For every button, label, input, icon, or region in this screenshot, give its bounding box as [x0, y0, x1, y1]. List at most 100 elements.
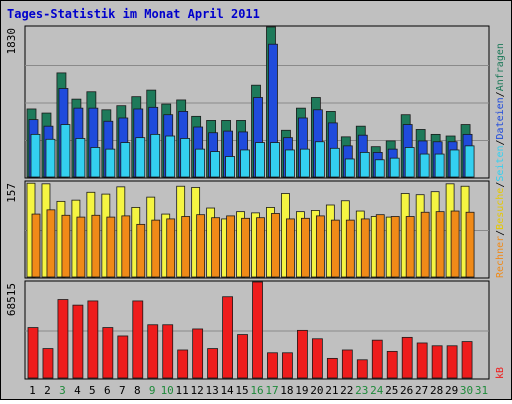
bar-rechner-day-2 [46, 209, 56, 278]
bar-rechner-day-13 [211, 217, 221, 278]
x-tick-label: 4 [74, 384, 81, 397]
bar-kb-day-13 [207, 348, 219, 379]
bar-seiten-day-17 [270, 142, 280, 178]
bar-rechner-day-9 [151, 219, 161, 278]
y-axis-max-labels: 1830 157 68515 [5, 28, 18, 316]
bar-rechner-day-14 [226, 215, 235, 278]
x-tick-label: 3 [59, 384, 66, 397]
bar-kb-day-16 [252, 281, 263, 379]
bar-rechner-day-30 [465, 211, 475, 278]
bar-seiten-day-6 [105, 148, 116, 178]
legend-entry: Seiten [495, 146, 506, 182]
bar-kb-day-11 [177, 349, 189, 379]
x-tick-label: 23 [355, 384, 368, 397]
bar-seiten-day-3 [60, 124, 71, 178]
panel-bottom [24, 280, 490, 380]
x-tick-label: 29 [445, 384, 458, 397]
bar-seiten-day-30 [464, 145, 475, 178]
bar-rechner-day-7 [121, 215, 131, 278]
bar-rechner-day-3 [61, 214, 71, 278]
bar-rechner-day-23 [360, 218, 370, 278]
x-tick-label: 31 [475, 384, 488, 397]
x-tick-label: 11 [176, 384, 189, 397]
y-max-label-bottom: 68515 [5, 283, 18, 316]
x-tick-label: 7 [119, 384, 126, 397]
bar-rechner-day-19 [301, 217, 310, 278]
bar-seiten-day-10 [165, 135, 176, 178]
bar-rechner-day-16 [256, 217, 265, 278]
bar-seiten-day-14 [225, 156, 235, 178]
bar-seiten-day-9 [150, 133, 161, 178]
bar-rechner-day-26 [405, 216, 415, 278]
bar-rechner-day-15 [241, 217, 250, 278]
bar-rechner-day-20 [315, 215, 325, 278]
bar-rechner-day-21 [330, 219, 340, 278]
x-tick-label: 26 [400, 384, 413, 397]
bar-rechner-day-24 [375, 214, 385, 278]
bar-rechner-day-1 [31, 213, 41, 278]
bar-kb-day-28 [431, 345, 443, 379]
x-tick-label: 6 [104, 384, 111, 397]
bar-seiten-day-19 [300, 148, 310, 178]
legend-entry: Besuche [495, 188, 506, 230]
x-tick-label: 2 [44, 384, 51, 397]
bar-seiten-day-25 [389, 157, 400, 178]
bar-seiten-day-15 [240, 149, 250, 178]
bar-rechner-day-12 [196, 214, 206, 278]
legend-entry: Dateien [495, 97, 506, 139]
bar-rechner-day-4 [76, 216, 86, 278]
bar-kb-day-6 [102, 327, 114, 379]
bar-kb-day-18 [282, 352, 293, 379]
bar-seiten-day-16 [255, 142, 265, 178]
x-tick-label: 16 [250, 384, 263, 397]
panel-middle [24, 180, 490, 279]
bar-rechner-day-18 [286, 218, 295, 278]
bar-kb-day-19 [297, 329, 308, 379]
bar-rechner-day-29 [450, 210, 460, 278]
bar-rechner-day-28 [435, 211, 445, 278]
legend-entry: Anfragen [495, 43, 506, 91]
bar-seiten-day-2 [45, 138, 56, 178]
bar-seiten-day-24 [374, 159, 385, 178]
bar-kb-day-7 [117, 335, 129, 379]
bar-seiten-day-13 [210, 151, 221, 178]
bar-seiten-day-1 [30, 133, 41, 178]
bar-seiten-day-22 [344, 158, 355, 178]
bar-kb-day-20 [311, 338, 323, 379]
x-tick-label: 9 [149, 384, 156, 397]
bar-rechner-day-25 [390, 216, 400, 278]
bar-seiten-day-5 [90, 147, 101, 178]
chart-panels [24, 25, 490, 380]
bar-seiten-day-12 [195, 148, 206, 178]
legend-kb: kB [495, 367, 506, 379]
x-tick-label: 15 [235, 384, 248, 397]
bar-rechner-day-6 [106, 216, 116, 278]
x-tick-label: 30 [460, 384, 473, 397]
bar-kb-day-4 [72, 304, 84, 379]
bar-kb-day-25 [386, 350, 398, 379]
series-legend-vertical: Rechner/Besuche/Seiten/Dateien/Anfragenk… [495, 43, 506, 379]
bar-seiten-day-29 [449, 149, 460, 178]
bar-kb-day-17 [267, 352, 278, 379]
bar-kb-day-14 [222, 296, 233, 379]
x-tick-label: 17 [265, 384, 278, 397]
bar-seiten-day-4 [75, 138, 86, 178]
legend-entry: / [495, 139, 506, 145]
bar-seiten-day-28 [434, 153, 445, 178]
bar-kb-day-24 [371, 339, 383, 379]
x-axis-tick-labels: 1 2 3 4 5 6 7 8 9 10 11 12 13 14 15 16 17 18 19 20 21 22 23 24 2… [29, 384, 488, 397]
x-tick-label: 21 [325, 384, 338, 397]
legend-entry: / [495, 182, 506, 188]
x-tick-label: 14 [220, 384, 234, 397]
x-tick-label: 13 [205, 384, 218, 397]
y-max-label-top: 1830 [5, 28, 18, 55]
bar-kb-day-10 [162, 324, 174, 379]
x-tick-label: 24 [370, 384, 384, 397]
bar-seiten-day-11 [180, 138, 191, 178]
panel-top [24, 25, 490, 179]
bar-kb-day-2 [42, 348, 54, 379]
bar-kb-day-12 [192, 328, 204, 379]
legend-main: Rechner/Besuche/Seiten/Dateien/Anfragen [495, 43, 506, 278]
legend-entry: Rechner [495, 236, 506, 278]
